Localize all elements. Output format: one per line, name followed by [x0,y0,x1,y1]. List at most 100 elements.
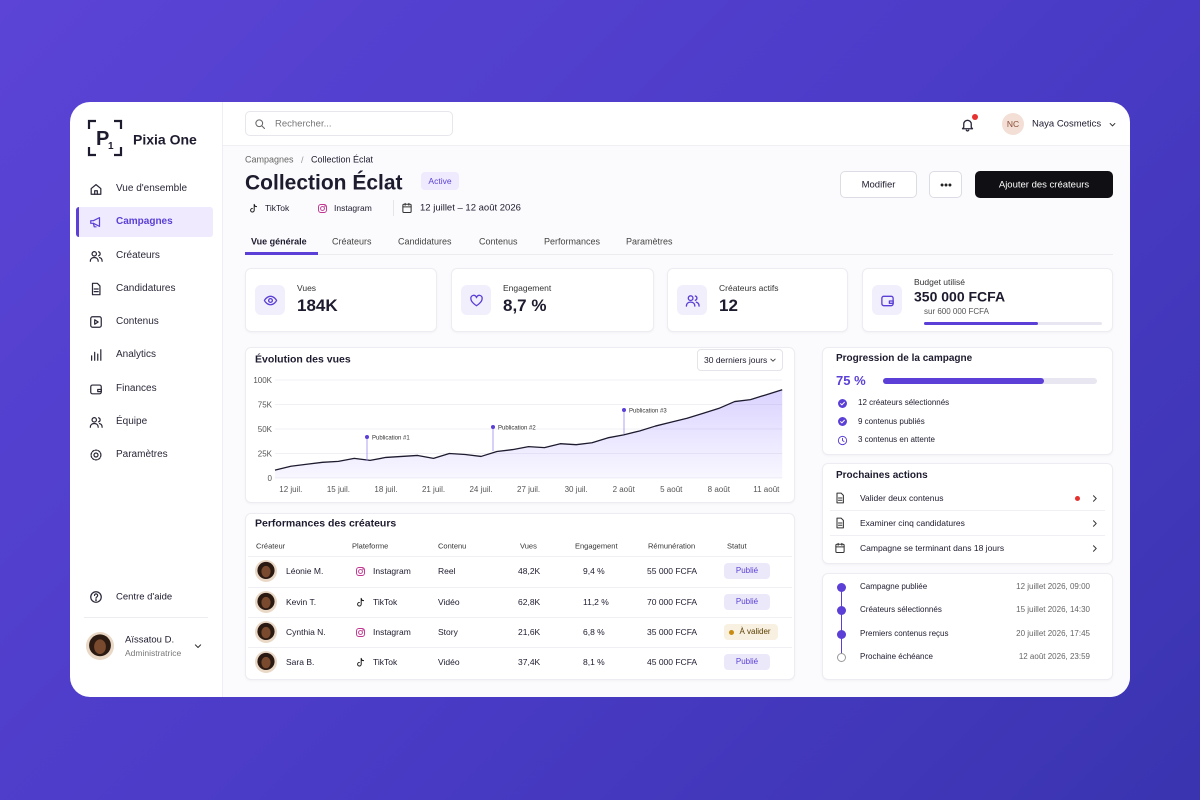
kpi-value: 8,7 % [503,295,547,315]
views: 21,6K [518,626,541,637]
page-title: Collection Éclat [245,171,403,195]
icon-shape [91,282,101,296]
row-separator [248,587,792,588]
user-role: Administratrice [125,647,182,658]
more-button[interactable] [929,171,962,198]
x-tick-label: 24 juil. [469,485,492,494]
kpi-label: Vues [297,282,317,293]
chart-title: Évolution des vues [255,353,351,366]
icon-shape [194,644,202,649]
icon-shape [356,597,364,606]
icon-shape [837,497,843,501]
status-badge [724,624,778,640]
column-header: Plateforme [352,541,389,551]
row-separator [248,647,792,648]
breadcrumb-current: Collection Éclat [311,154,374,165]
tab[interactable]: Performances [544,236,601,247]
icon-shape [90,449,102,461]
timeline-date: 20 juillet 2026, 17:45 [1016,629,1090,638]
nav-item[interactable]: Paramètres [116,449,168,460]
action-item[interactable]: Examiner cinq candidatures [860,517,965,528]
kpi-label: Engagement [503,282,552,293]
tab[interactable]: Candidatures [398,236,452,247]
account-chevron [1109,122,1115,126]
nav-item[interactable]: Vue d'ensemble [116,183,188,194]
icon-shape [357,568,363,574]
pay: 55 000 FCFA [647,565,698,576]
timeline-dot [837,606,846,616]
nav-item[interactable]: Campagnes [116,216,173,228]
column-header: Engagement [575,541,618,551]
edit-button[interactable] [840,171,917,198]
icon-shape [94,190,98,195]
x-tick-label: 18 juil. [374,485,397,494]
tab[interactable]: Contenus [479,236,518,247]
kpi-icon-bg [677,285,707,315]
action-chevron [1092,494,1097,502]
nav-item[interactable]: Créateurs [116,249,160,261]
icon-shape [361,567,364,570]
icon-shape [317,203,327,213]
x-tick-label: 2 août [613,485,636,494]
icon-shape [837,522,843,526]
column-header: Contenu [438,541,467,551]
icon-shape [837,398,847,408]
tab[interactable]: Paramètres [626,236,673,247]
action-item[interactable]: Valider deux contenus [860,492,944,503]
nav-item[interactable]: Équipe [116,415,148,427]
kpi-value: 184K [297,295,338,315]
primary-button-label[interactable]: Ajouter des créateurs [998,178,1090,190]
icon-shape [1109,122,1115,126]
edit-button-label[interactable]: Modifier [861,178,896,190]
action-separator [830,535,1105,536]
icon-shape [469,294,483,306]
icon-shape [361,628,364,631]
kpi-value: 350 000 FCFA [914,288,1006,305]
brand-name: Pixia One [133,131,197,148]
primary-button[interactable] [975,171,1113,198]
nav-item[interactable]: Candidatures [116,282,176,294]
icon-shape [93,452,99,458]
tab[interactable]: Créateurs [332,236,372,247]
engagement: 6,8 % [583,626,605,637]
logo-letter: P [96,128,110,150]
kpi-label: Créateurs actifs [719,282,779,293]
column-header: Statut [727,541,747,551]
help-icon [90,591,102,603]
alert-dot [1075,495,1080,501]
actions-card [822,463,1113,564]
search-box[interactable] [245,111,453,136]
tab[interactable]: Vue générale [251,236,307,247]
annotation: Publication #1 [372,436,410,442]
action-chevron [1092,519,1097,527]
help-link[interactable]: Centre d'aide [116,591,173,603]
icon-shape [95,599,97,602]
range-selector-label[interactable]: 30 derniers jours [704,354,768,365]
kpi-value: 12 [719,295,738,315]
range-selector[interactable] [697,349,783,371]
icon-shape [93,593,99,599]
status-badge [724,594,770,610]
icon-shape [685,294,700,307]
icon-shape [841,437,844,442]
annotation-dot [491,425,495,429]
platform: Instagram [373,626,411,637]
icon-shape [90,316,102,328]
action-icon [836,492,844,504]
status-text: Active [428,175,452,186]
sidebar-separator [84,617,208,618]
icon-shape [249,203,257,212]
breadcrumb-link[interactable]: Campagnes [245,154,294,165]
x-tick-label: 12 juil. [279,485,302,494]
nav-item[interactable]: Contenus [116,316,159,327]
platform-icon [355,566,365,576]
kpi-icon [263,295,277,305]
avatar-shape [261,565,271,578]
nav-item[interactable]: Analytics [116,349,157,361]
nav-icon [91,282,101,296]
platform-icon [356,657,364,666]
action-item[interactable]: Campagne se terminant dans 18 jours [860,542,1005,553]
notification-dot [972,114,978,120]
timeline-label: Créateurs sélectionnés [860,605,942,615]
nav-item[interactable]: Finances [116,382,157,394]
